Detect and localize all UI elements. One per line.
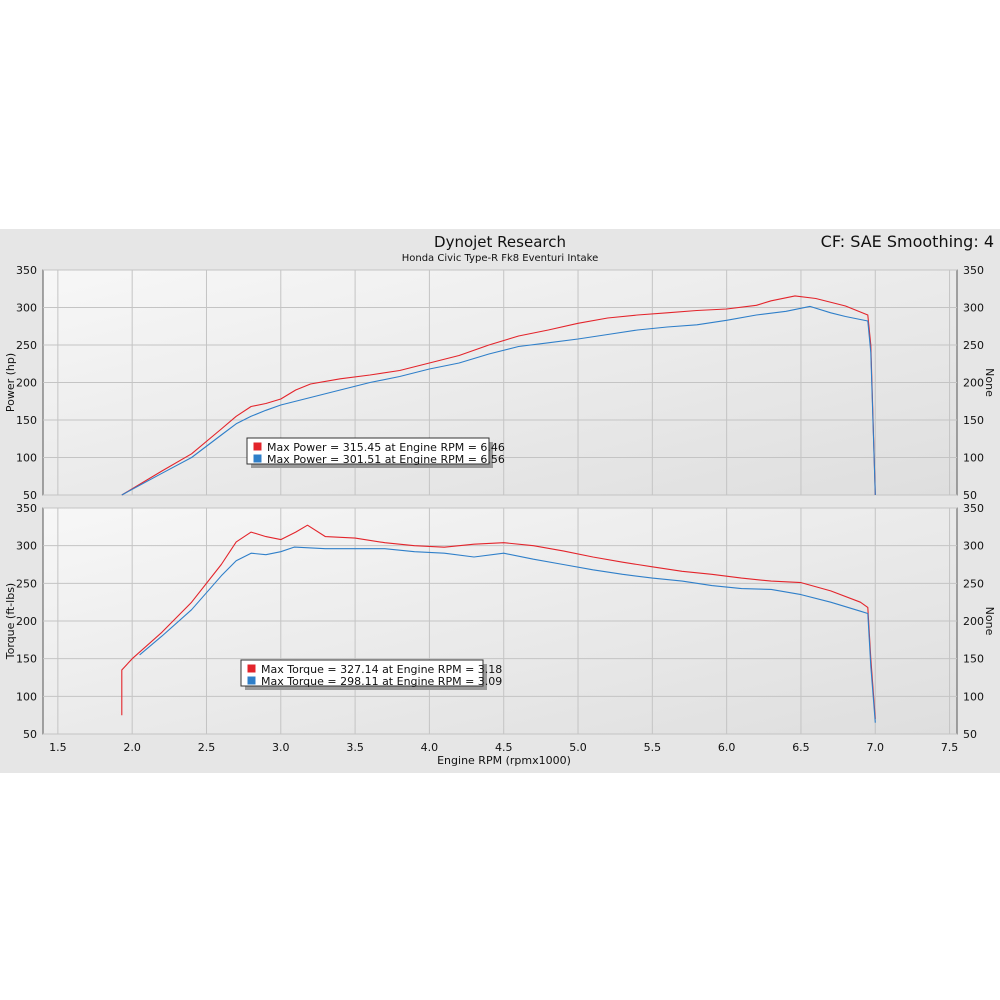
x-tick-label: 2.0 — [123, 741, 141, 754]
x-tick-label: 5.5 — [644, 741, 662, 754]
power-plot: 50 50 100 100 150 150 200 200 250 250 300 300 350 350… — [4, 264, 996, 502]
legend-swatch — [252, 453, 263, 464]
y-tick-label-right: 200 — [963, 377, 984, 390]
y-tick-label-left: 350 — [16, 264, 37, 277]
legend-swatch — [252, 441, 263, 452]
chart-title: Dynojet Research — [434, 233, 566, 251]
y-tick-label-right: 100 — [963, 452, 984, 465]
y-axis-label: Torque (ft-lbs) — [4, 583, 17, 660]
x-tick-label: 7.5 — [941, 741, 959, 754]
series-line-1 — [121, 524, 876, 719]
legend-entry: Max Torque = 298.11 at Engine RPM = 3.09 — [261, 675, 502, 688]
y-tick-label-right: 200 — [963, 615, 984, 628]
y-axis-label: Power (hp) — [4, 353, 17, 412]
y-tick-label-right: 350 — [963, 502, 984, 515]
chart-subtitle: Honda Civic Type-R Fk8 Eventuri Intake — [401, 253, 599, 264]
y-tick-label-right: 250 — [963, 339, 984, 352]
y-tick-label-right: 50 — [963, 728, 977, 741]
x-tick-label: 6.0 — [718, 741, 736, 754]
y-tick-label-left: 350 — [16, 502, 37, 515]
y-tick-label-left: 300 — [16, 302, 37, 315]
x-tick-label: 3.5 — [346, 741, 364, 754]
series-line-1 — [121, 295, 876, 496]
y-tick-label-right: 250 — [963, 577, 984, 590]
y-tick-label-left: 300 — [16, 540, 37, 553]
x-axis-label: Engine RPM (rpmx1000) — [437, 754, 571, 767]
y-tick-label-right: 350 — [963, 264, 984, 277]
y-tick-label-right: 300 — [963, 302, 984, 315]
y-tick-label-right: 150 — [963, 653, 984, 666]
y-tick-label-right: 50 — [963, 489, 977, 502]
legend-entry: Max Torque = 327.14 at Engine RPM = 3.18 — [261, 663, 502, 676]
legend-swatch — [246, 675, 257, 686]
y-tick-label-left: 50 — [23, 728, 37, 741]
legend-swatch — [246, 663, 257, 674]
series-line-2 — [121, 305, 876, 496]
legend-entry: Max Power = 315.45 at Engine RPM = 6.46 — [267, 441, 505, 454]
y-tick-label-left: 100 — [16, 690, 37, 703]
x-tick-label: 3.0 — [272, 741, 290, 754]
x-tick-label: 6.5 — [792, 741, 810, 754]
y-tick-label-left: 250 — [16, 339, 37, 352]
x-tick-label: 1.5 — [49, 741, 67, 754]
legend-box — [246, 437, 490, 465]
y-tick-label-left: 250 — [16, 577, 37, 590]
rpm-x-axis: 1.5 2.0 2.5 3.0 3.5 4.0 4.5 5.0 5.5 6.0 6.5 7.0 7.5 E… — [49, 741, 958, 767]
right-y-axis-label: None — [983, 607, 996, 636]
x-tick-label: 4.0 — [421, 741, 439, 754]
x-tick-label: 2.5 — [198, 741, 216, 754]
y-tick-label-right: 300 — [963, 540, 984, 553]
series-line-2 — [139, 546, 876, 723]
y-tick-label-left: 150 — [16, 653, 37, 666]
y-tick-label-left: 50 — [23, 489, 37, 502]
y-tick-label-left: 200 — [16, 615, 37, 628]
legend-entry: Max Power = 301.51 at Engine RPM = 6.56 — [267, 453, 505, 466]
x-tick-label: 5.0 — [569, 741, 587, 754]
right-y-axis-label: None — [983, 368, 996, 397]
y-tick-label-right: 100 — [963, 690, 984, 703]
legend-box — [240, 659, 484, 687]
correction-factor-label: CF: SAE Smoothing: 4 — [820, 232, 994, 251]
y-tick-label-right: 150 — [963, 414, 984, 427]
x-tick-label: 7.0 — [867, 741, 885, 754]
y-tick-label-left: 200 — [16, 377, 37, 390]
y-tick-label-left: 100 — [16, 452, 37, 465]
y-tick-label-left: 150 — [16, 414, 37, 427]
torque-plot: 50 50 100 100 150 150 200 200 250 250 300 300 350 350… — [4, 502, 996, 741]
x-tick-label: 4.5 — [495, 741, 513, 754]
